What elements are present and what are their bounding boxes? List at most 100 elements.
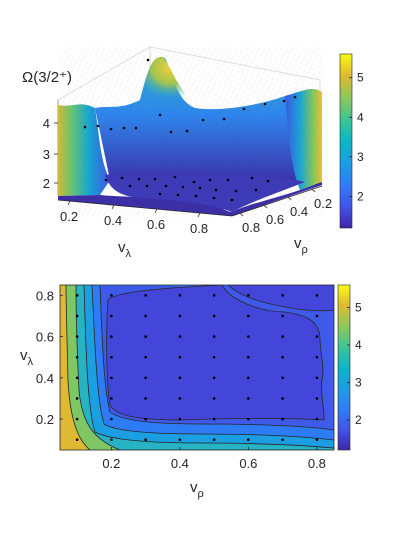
contour-y-tick-label: 0.2 [36,412,54,427]
contour-sample-point [247,376,250,380]
colorbar-tick-label: 5 [357,71,364,85]
y-axis-label-sub: ρ [302,244,308,256]
contour-sample-point [212,294,216,297]
contour-sample-point [212,376,216,380]
x-axis-label-sub: λ [126,248,132,260]
z-tick-label: 2 [43,176,50,191]
surface-sample-point [137,177,141,181]
surface-sample-point [198,186,202,190]
surface-sample-point [192,180,196,184]
contour-sample-point [178,314,182,318]
contour-sample-point [144,417,147,421]
contour-line-5 [99,285,334,431]
y-tick-label: 0.8 [242,220,260,235]
contour-sample-point [178,397,182,400]
contour-sample-point [281,376,284,380]
contour-sample-point [315,335,319,338]
contour-sample-point [178,355,182,359]
contour-y-label: vλ [20,347,34,368]
contour-sample-point [144,397,147,400]
contour-sample-point [315,438,319,441]
contour-sample-point [110,397,113,400]
surface-sample-point [128,184,132,188]
y-axis-label: vρ [294,235,308,256]
contour-lines [65,285,334,450]
contour-line-1 [65,285,91,450]
surface-sample-point [83,125,87,129]
surface-sample-point [250,176,254,180]
surface-sample-point [146,58,150,62]
contour-line-7 [227,285,334,312]
colorbar-top-ticks: 2 3 4 5 [349,71,364,203]
x-tick-label: 0.6 [147,217,165,232]
contour-sample-point [178,438,182,441]
contour-sample-point [75,355,79,359]
contour-sample-point [178,376,182,380]
contour-sample-point [247,355,250,359]
x-tick-mark [154,208,158,214]
surface-sample-point [293,95,297,99]
contour-x-tick-label: 0.6 [239,456,257,471]
surface-sample-point [282,99,286,103]
contour-sample-point [212,417,216,421]
colorbar-tick-label: 5 [355,301,362,315]
y-tick-mark [311,188,316,193]
contour-sample-point [144,294,147,297]
contour-plot: 0.2 0.4 0.6 0.8 0.2 0.4 0.6 0.8 vρ vλ 2 3 4 5 [20,284,362,500]
contour-y-ticks: 0.2 0.4 0.6 0.8 [36,288,63,427]
surface-sample-point [158,113,162,117]
contour-sample-point [212,355,216,359]
contour-line-2 [75,285,121,450]
contour-x-ticks: 0.2 0.4 0.6 0.8 [102,447,326,471]
y-tick-label: 0.4 [290,204,308,219]
surface-sample-point [185,129,189,133]
contour-sample-point [281,355,284,359]
colorbar-bottom [337,284,351,451]
contour-sample-point [212,397,216,400]
contour-sample-point [110,314,113,318]
colorbar-tick-label: 2 [355,413,362,427]
surface-sample-point [212,196,216,200]
x-axis-ticks: 0.2 0.4 0.6 0.8 [60,200,208,236]
contour-x-label-sub: ρ [198,488,204,500]
contour-sample-point [110,417,113,421]
contour-sample-point [315,355,319,359]
contour-sample-point [247,438,250,441]
contour-line-4 [91,285,334,441]
contour-sample-point [281,438,284,441]
contour-sample-point [281,417,284,421]
contour-sample-point [75,376,79,380]
contour-sample-point [144,376,147,380]
z-tick-label: 4 [43,116,50,131]
contour-level-1-5 [106,285,325,420]
contour-sample-point [110,355,113,359]
contour-sample-point [178,417,182,421]
surface-plot: 2 3 4 0.2 0.4 0.6 0.8 0.2 0.4 0.6 0.8 Ω(3/2⁺) vλ… [22,46,364,260]
contour-sample-point [281,397,284,400]
contour-sample-point [110,376,113,380]
contour-sample-point [247,294,250,297]
contour-sample-points [75,294,319,441]
contour-line-3 [83,285,334,449]
colorbar-tick-label: 3 [355,376,362,390]
contour-sample-point [212,335,216,338]
contour-sample-point [75,438,79,441]
contour-y-label-sub: λ [28,356,34,368]
contour-sample-point [315,417,319,421]
surface-sample-point [158,192,162,196]
surface-sample-point [263,102,267,106]
x-tick-label: 0.2 [60,209,78,224]
contour-sample-point [247,314,250,318]
y-axis-line [231,185,323,217]
contour-sample-point [247,335,250,338]
contour-sample-point [247,417,250,421]
surface-sample-point [181,185,185,189]
y-tick-mark [239,212,244,217]
surface-sample-point [173,175,177,179]
surface-sample-point [201,118,205,122]
surface-sample-point [254,188,258,192]
surface-sample-point [134,126,138,130]
contour-sample-point [281,294,284,297]
x-tick-mark [197,212,201,218]
